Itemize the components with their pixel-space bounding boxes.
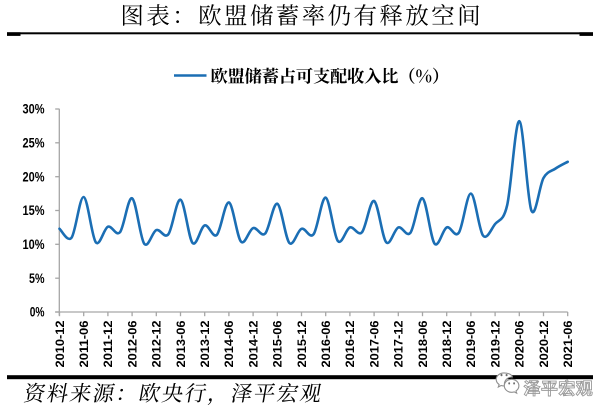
- svg-text:30%: 30%: [23, 102, 45, 117]
- svg-text:2012-12: 2012-12: [150, 320, 164, 367]
- svg-text:2013-12: 2013-12: [198, 320, 212, 367]
- svg-text:2014-06: 2014-06: [222, 320, 236, 367]
- svg-text:20%: 20%: [23, 169, 45, 184]
- svg-text:2020-12: 2020-12: [537, 320, 551, 367]
- svg-text:2013-06: 2013-06: [174, 320, 188, 367]
- svg-text:2011-06: 2011-06: [77, 320, 91, 367]
- svg-text:2017-06: 2017-06: [367, 320, 381, 367]
- svg-text:2016-06: 2016-06: [319, 320, 333, 367]
- svg-text:10%: 10%: [23, 237, 45, 252]
- svg-text:2011-12: 2011-12: [101, 320, 115, 367]
- svg-text:2020-06: 2020-06: [513, 320, 527, 367]
- svg-text:25%: 25%: [23, 136, 45, 151]
- svg-text:2015-12: 2015-12: [295, 320, 309, 367]
- svg-text:2019-06: 2019-06: [464, 320, 478, 367]
- svg-text:5%: 5%: [29, 271, 45, 286]
- svg-text:2018-06: 2018-06: [416, 320, 430, 367]
- svg-text:15%: 15%: [23, 203, 45, 218]
- svg-text:2016-12: 2016-12: [343, 320, 357, 367]
- svg-text:2012-06: 2012-06: [125, 320, 139, 367]
- svg-text:2010-12: 2010-12: [53, 320, 67, 367]
- svg-text:2017-12: 2017-12: [392, 320, 406, 367]
- svg-text:0%: 0%: [30, 305, 45, 320]
- svg-text:2014-12: 2014-12: [246, 320, 260, 367]
- svg-text:2021-06: 2021-06: [561, 320, 575, 367]
- svg-text:2018-12: 2018-12: [440, 320, 454, 367]
- svg-text:2019-12: 2019-12: [488, 320, 502, 367]
- svg-text:2015-06: 2015-06: [271, 320, 285, 367]
